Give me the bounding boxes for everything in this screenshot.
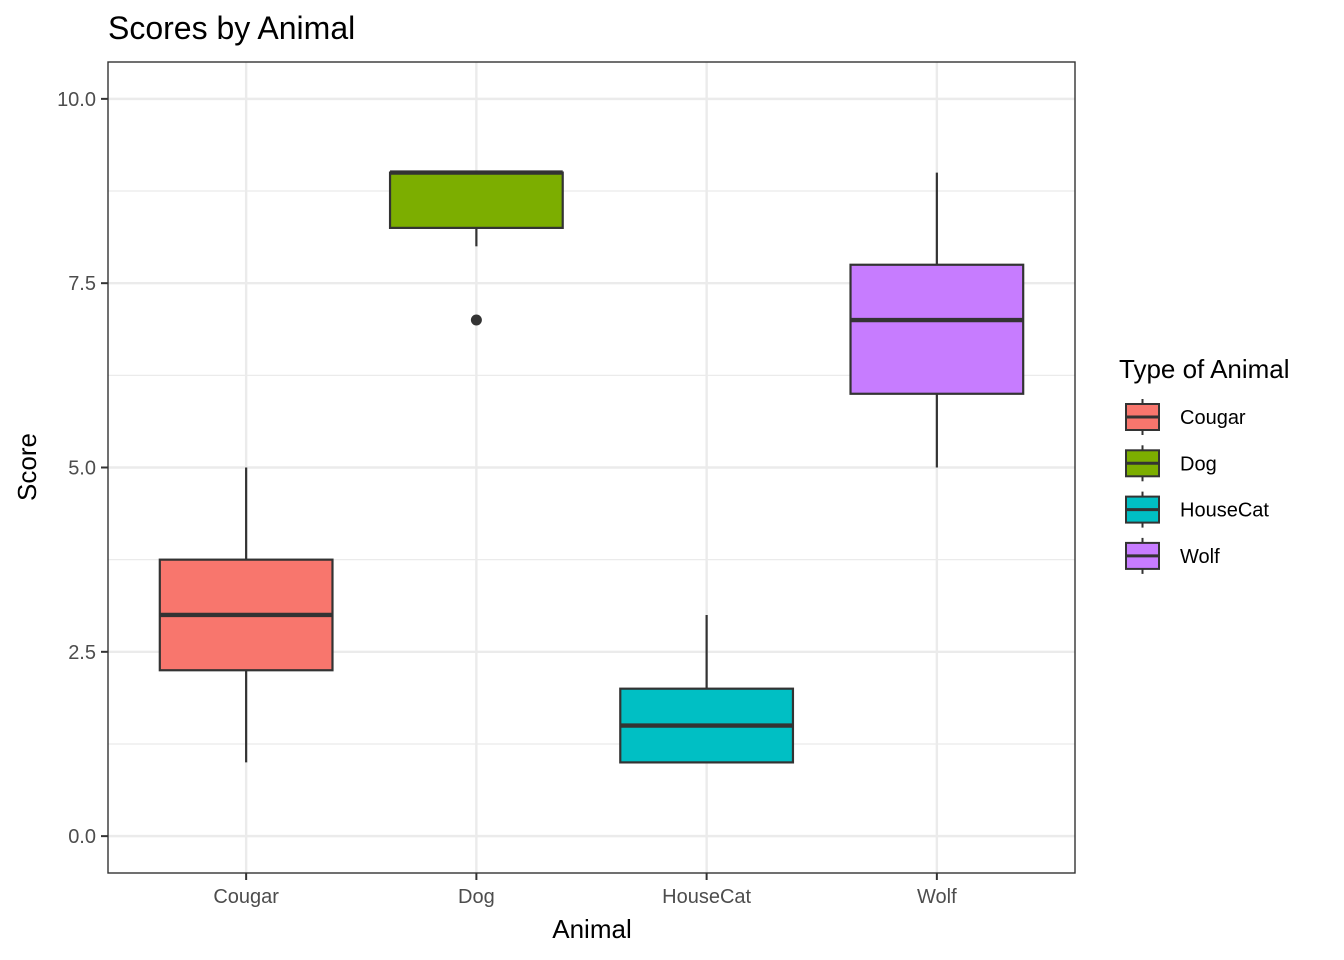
legend-label: HouseCat (1180, 500, 1269, 522)
box-wolf (849, 172, 1025, 468)
legend-label: Dog (1180, 453, 1217, 475)
outlier-point (470, 314, 482, 326)
box-body (849, 263, 1025, 395)
legend-title: Type of Animal (1119, 354, 1290, 384)
box-housecat (619, 614, 795, 764)
legend-item-cougar: Cougar (1125, 399, 1246, 435)
legend: Type of Animal Cougar Dog HouseCat Wolf (1119, 354, 1290, 574)
plot-area: 0.0 2.5 5.0 7.5 10.0 Cougar Dog HouseCat Wolf (57, 61, 1076, 908)
y-tick-label: 5.0 (68, 458, 96, 480)
y-tick-label: 0.0 (68, 826, 96, 848)
legend-item-wolf: Wolf (1125, 537, 1220, 574)
x-tick-label: Cougar (213, 886, 279, 908)
chart-title: Scores by Animal (108, 10, 355, 46)
y-tick-label: 10.0 (57, 89, 96, 111)
box-body (388, 171, 564, 229)
box-cougar (158, 467, 334, 763)
x-tick-label: Dog (458, 886, 495, 908)
legend-label: Cougar (1180, 407, 1246, 429)
x-tick-label: HouseCat (662, 886, 751, 908)
y-axis-title: Score (12, 433, 42, 501)
y-tick-label: 7.5 (68, 273, 96, 295)
box-dog (388, 170, 564, 326)
legend-label: Wolf (1180, 546, 1220, 568)
x-tick-label: Wolf (917, 886, 957, 908)
y-tick-label: 2.5 (68, 642, 96, 664)
x-axis-title: Animal (552, 914, 631, 944)
legend-item-housecat: HouseCat (1125, 491, 1269, 528)
legend-item-dog: Dog (1125, 445, 1217, 482)
